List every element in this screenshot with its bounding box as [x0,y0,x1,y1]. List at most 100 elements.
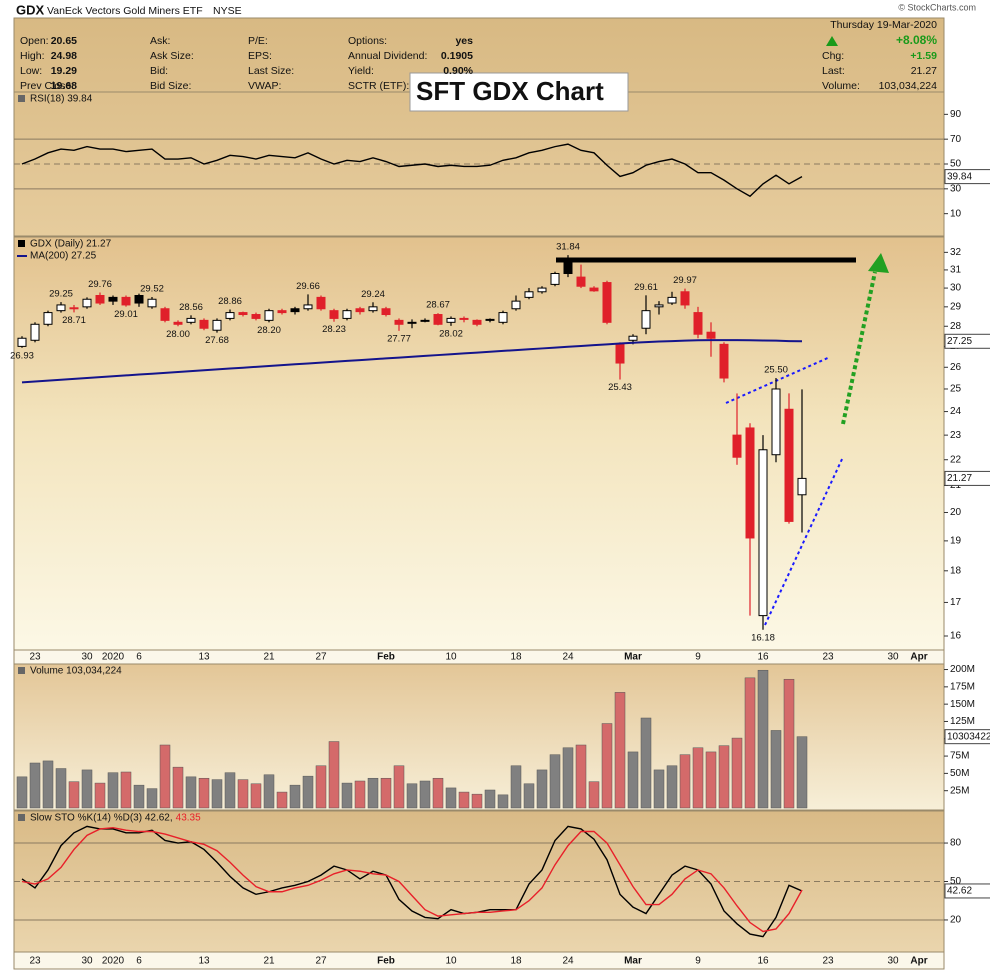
field-value: 0.1905 [441,50,473,62]
legend-icon [18,667,25,674]
candle-body [797,477,807,496]
last-value-box [944,333,990,349]
volume-bar [224,772,236,809]
candle-body [277,310,287,314]
candle-body [706,331,716,339]
y-tick-label: 30 [950,183,962,194]
panel-title: Slow STO %K(14) %D(3) 42.62, [30,813,173,824]
x-tick-label: 30 [887,652,899,663]
x-tick-label: 30 [81,956,93,967]
candle-body [472,319,482,325]
volume-bar [81,769,93,809]
x-axis-strip [13,649,945,665]
x-tick-label: 2020 [102,956,125,967]
y-tick-label: 25 [950,384,962,395]
last-value-label: 27.25 [947,336,972,347]
volume-bar [666,765,678,809]
x-tick-label: 27 [315,956,327,967]
y-tick-label: 175M [950,681,975,692]
credit: © StockCharts.com [898,2,976,12]
volume-bar [432,777,444,809]
low-label: 28.20 [257,325,281,336]
candle-body [446,317,456,323]
y-tick-label: 22 [950,454,962,465]
forecast-arrow [841,271,877,425]
volume-bar [536,769,548,809]
x-tick-label: 27 [315,652,327,663]
high-label: 29.66 [296,281,320,292]
volume-bar [107,772,119,809]
candle-body [238,312,248,316]
candle-body [17,337,27,347]
volume-bar [471,793,483,809]
candle-body [69,307,79,310]
volume-bar [757,669,769,809]
volume-bar [185,776,197,809]
x-tick-label: 9 [695,956,701,967]
candle-body [459,317,469,320]
x-tick-label: 9 [695,652,701,663]
candle-body [433,314,443,325]
candle-body [316,296,326,310]
low-label: 28.00 [166,329,190,340]
volume-bar [770,730,782,809]
volume-bar [328,741,340,809]
annotation-box [409,72,629,112]
y-tick-label: 23 [950,430,962,441]
candle-body [30,323,40,341]
volume-bar [484,789,496,809]
y-tick-label: 70 [950,134,962,145]
candle-body [56,304,66,312]
candle-body [758,449,768,617]
volume-bar [445,787,457,809]
volume-bar [211,779,223,809]
y-tick-label: 32 [950,247,962,258]
y-tick-label: 80 [950,838,962,849]
y-tick-label: 50 [950,876,962,887]
volume-bar [146,788,158,809]
x-tick-label: Mar [624,956,642,967]
candle-body [784,408,794,522]
field-label: Bid: [150,65,168,77]
field-value: 19.68 [51,80,77,92]
candle-body [524,291,534,298]
last-value-box [944,729,990,745]
field-value: 24.98 [51,50,77,62]
candle-body [550,273,560,285]
symbol: GDX [16,2,45,17]
last-value-box [944,883,990,899]
field-label: P/E: [248,35,268,47]
volume-bar [731,737,743,809]
field-label: EPS: [248,50,272,62]
last-value-label: 42.62 [947,886,972,897]
field-label: VWAP: [248,80,281,92]
field-label: Low: [20,65,42,77]
quote-value: 103,034,224 [879,80,938,92]
y-tick-label: 31 [950,265,962,276]
field-value: 20.65 [51,35,77,47]
volume-bar [380,777,392,809]
field-label: Open: [20,35,49,47]
volume-bar [263,774,275,809]
legend-label: MA(200) 27.25 [30,251,97,262]
last-value-box [944,169,990,185]
legend-icon [18,95,25,102]
last-value-box [944,470,990,486]
y-tick-label: 10 [950,208,962,219]
candle-body [420,319,430,322]
x-tick-label: 24 [562,652,574,663]
quote-label: Volume: [822,80,860,92]
volume-bar [575,744,587,809]
high-label: 28.56 [179,302,203,313]
high-label: 29.52 [140,284,164,295]
volume-bar [510,765,522,809]
volume-bar [705,751,717,809]
candle-body [667,296,677,304]
y-tick-label: 200M [950,664,975,675]
volume-bar [601,723,613,809]
low-label: 28.23 [322,324,346,335]
candle-body [381,308,391,316]
field-label: Bid Size: [150,80,191,92]
y-tick-label: 125M [950,716,975,727]
low-label: 27.77 [387,333,411,344]
